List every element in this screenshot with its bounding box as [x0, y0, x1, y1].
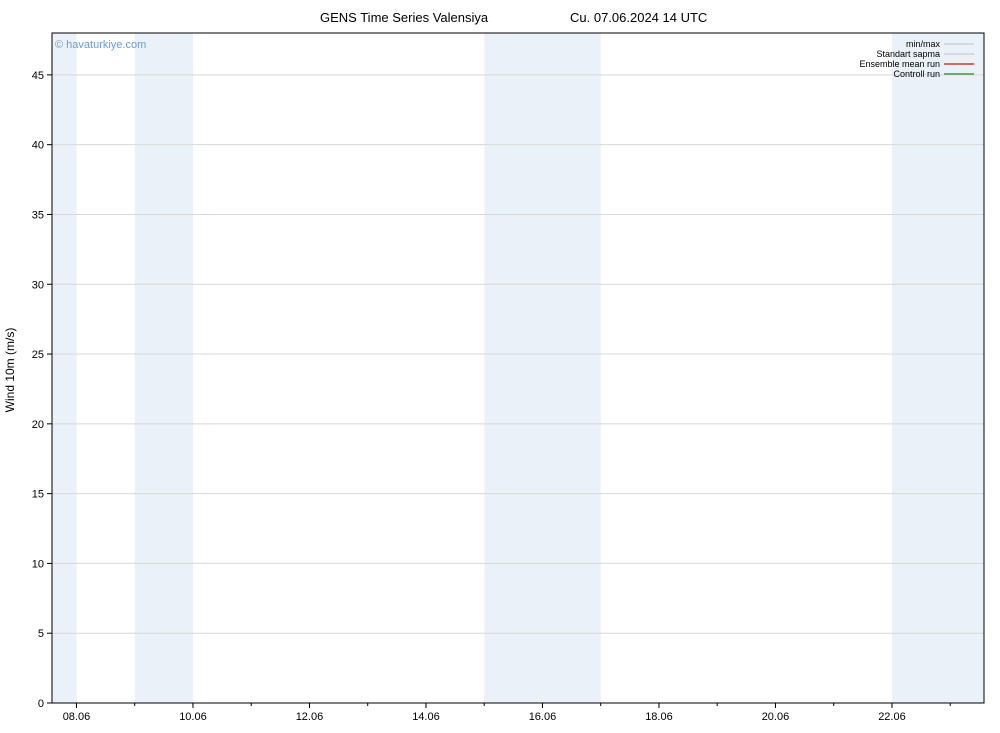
chart-title-right: Cu. 07.06.2024 14 UTC	[570, 10, 707, 25]
x-tick-label: 20.06	[762, 711, 790, 723]
chart-container: 0 5 10 15 20 25 30 35 40 45 08.06 10.06 12.06 14.06 16…	[0, 0, 1000, 733]
legend-label: Controll run	[893, 69, 940, 79]
x-tick-label: 12.06	[296, 711, 324, 723]
y-tick-label: 35	[32, 209, 44, 221]
y-tick-label: 25	[32, 349, 44, 361]
x-tick-label: 16.06	[529, 711, 557, 723]
x-tick-label: 14.06	[412, 711, 440, 723]
y-tick-label: 10	[32, 558, 44, 570]
legend-label: Standart sapma	[876, 49, 940, 59]
y-tick-label: 20	[32, 419, 44, 431]
watermark-text: © havaturkiye.com	[55, 39, 146, 51]
y-tick-label: 45	[32, 70, 44, 82]
y-tick-label: 5	[38, 628, 44, 640]
shaded-band	[484, 33, 600, 703]
x-tick-label: 18.06	[645, 711, 673, 723]
chart-title-left: GENS Time Series Valensiya	[320, 10, 489, 25]
y-tick-label: 40	[32, 140, 44, 152]
shaded-band	[892, 33, 984, 703]
legend-label: Ensemble mean run	[859, 59, 940, 69]
y-tick-label: 0	[38, 698, 44, 710]
shaded-band	[135, 33, 193, 703]
x-tick-label: 22.06	[878, 711, 906, 723]
chart-svg: 0 5 10 15 20 25 30 35 40 45 08.06 10.06 12.06 14.06 16…	[0, 0, 1000, 733]
y-tick-label: 30	[32, 279, 44, 291]
y-axis-label: Wind 10m (m/s)	[3, 328, 17, 413]
x-tick-label: 08.06	[63, 711, 91, 723]
legend-label: min/max	[906, 39, 941, 49]
shaded-band	[52, 33, 76, 703]
x-tick-label: 10.06	[179, 711, 207, 723]
y-tick-label: 15	[32, 489, 44, 501]
